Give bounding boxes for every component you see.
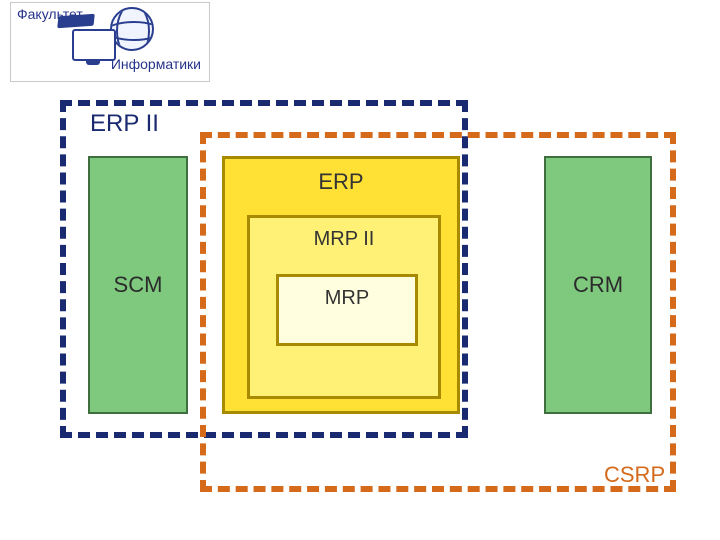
mrp2-box: MRP II MRP bbox=[247, 215, 441, 399]
graduation-cap-icon bbox=[57, 14, 95, 28]
mrp2-label: MRP II bbox=[250, 218, 438, 251]
monitor-icon bbox=[72, 29, 116, 61]
logo-icon bbox=[96, 7, 158, 55]
erp2-label: ERP II bbox=[90, 110, 159, 138]
erp-box: ERP MRP II MRP bbox=[222, 156, 460, 414]
scm-label: SCM bbox=[114, 272, 163, 298]
mrp-label: MRP bbox=[279, 277, 415, 310]
erp-layers-diagram: ERP II CSRP SCM CRM ERP MRP II MRP bbox=[60, 100, 680, 500]
scm-box: SCM bbox=[88, 156, 188, 414]
globe-icon bbox=[110, 7, 154, 51]
header-logo-box: Факультет Информатики bbox=[10, 2, 210, 82]
slide: Факультет Информатики ERP II CSRP SCM CR… bbox=[0, 0, 720, 540]
erp-stack: ERP MRP II MRP bbox=[222, 156, 460, 414]
mrp-box: MRP bbox=[276, 274, 418, 346]
csrp-label: CSRP bbox=[604, 462, 665, 488]
crm-box: CRM bbox=[544, 156, 652, 414]
erp-label: ERP bbox=[225, 159, 457, 195]
crm-label: CRM bbox=[573, 272, 623, 298]
